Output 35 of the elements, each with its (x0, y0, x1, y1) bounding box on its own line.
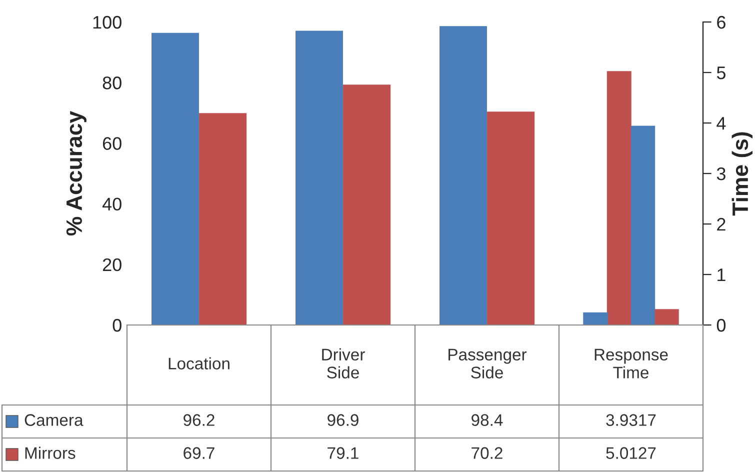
y-tick-label: 60 (102, 137, 122, 150)
bar (296, 30, 343, 325)
data-label: 5.0127 (606, 447, 656, 459)
y-tick-label: 80 (102, 76, 122, 90)
bar (343, 84, 390, 325)
data-label: 69.7 (184, 447, 214, 459)
bar (440, 26, 487, 325)
bar (152, 32, 199, 325)
y-axis-title: % Accuracy (66, 111, 86, 236)
y-tick-label: 40 (102, 198, 122, 211)
data-label: 3.9317 (606, 414, 656, 426)
data-label: 98.4 (472, 414, 503, 426)
y2-tick-label: 5 (716, 66, 726, 80)
y2-tick-label: 0 (716, 318, 726, 332)
legend-label: Mirrors (25, 446, 76, 459)
data-label: 70.2 (472, 447, 502, 459)
x-tick-label: Response Time (594, 348, 668, 378)
x-tick-label: Driver Side (322, 348, 365, 378)
y2-axis-title: Time (s) (732, 132, 753, 216)
x-tick-label: Location (168, 357, 230, 370)
y2-tick-label: 4 (716, 117, 726, 130)
data-label: 96.2 (184, 414, 214, 426)
y-tick-label: 0 (112, 318, 122, 332)
bar (199, 113, 246, 325)
y2-tick-label: 1 (718, 268, 726, 282)
legend-label: Camera (24, 414, 84, 426)
y2-tick-label: 6 (717, 16, 726, 29)
data-label: 79.1 (328, 447, 358, 459)
y-tick-label: 100 (93, 16, 122, 29)
y-tick-label: 20 (102, 258, 122, 272)
y2-tick-label: 2 (717, 218, 726, 231)
x-tick-label: Passenger Side (448, 348, 527, 378)
data-label: 96.9 (328, 414, 358, 426)
bar (487, 112, 534, 325)
y2-tick-label: 3 (716, 167, 726, 180)
